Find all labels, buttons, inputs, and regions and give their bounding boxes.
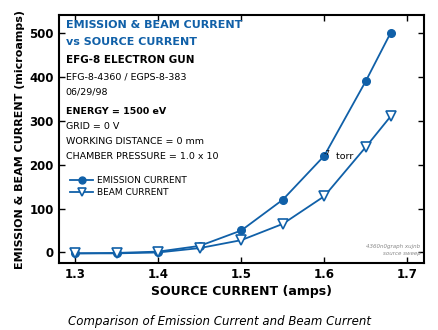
Text: Comparison of Emission Current and Beam Current: Comparison of Emission Current and Beam … <box>68 315 370 328</box>
BEAM CURRENT <box>321 194 326 198</box>
BEAM CURRENT <box>114 251 119 255</box>
Text: 4360n0graph xujnb
source sweep: 4360n0graph xujnb source sweep <box>365 245 420 256</box>
Text: vs SOURCE CURRENT: vs SOURCE CURRENT <box>66 37 196 48</box>
Text: 06/29/98: 06/29/98 <box>66 87 108 96</box>
Text: EFG-8-4360 / EGPS-8-383: EFG-8-4360 / EGPS-8-383 <box>66 72 186 81</box>
BEAM CURRENT <box>279 222 285 226</box>
BEAM CURRENT <box>362 145 367 149</box>
EMISSION CURRENT <box>114 251 119 255</box>
EMISSION CURRENT <box>72 251 78 255</box>
Text: CHAMBER PRESSURE = 1.0 x 10: CHAMBER PRESSURE = 1.0 x 10 <box>66 152 218 161</box>
EMISSION CURRENT <box>387 31 392 35</box>
Text: WORKING DISTANCE = 0 mm: WORKING DISTANCE = 0 mm <box>66 137 203 146</box>
BEAM CURRENT <box>72 251 78 255</box>
EMISSION CURRENT <box>362 79 367 83</box>
Y-axis label: EMISSION & BEAM CURRENT (microamps): EMISSION & BEAM CURRENT (microamps) <box>15 10 25 269</box>
EMISSION CURRENT <box>321 154 326 158</box>
Text: torr: torr <box>332 152 352 161</box>
EMISSION CURRENT <box>197 244 202 248</box>
Text: EMISSION & BEAM CURRENT: EMISSION & BEAM CURRENT <box>66 20 242 30</box>
Line: EMISSION CURRENT: EMISSION CURRENT <box>71 29 394 257</box>
Line: BEAM CURRENT: BEAM CURRENT <box>70 111 395 258</box>
EMISSION CURRENT <box>155 249 160 253</box>
BEAM CURRENT <box>238 238 244 242</box>
Text: ENERGY = 1500 eV: ENERGY = 1500 eV <box>66 107 166 116</box>
Text: -7: -7 <box>323 150 330 156</box>
X-axis label: SOURCE CURRENT (amps): SOURCE CURRENT (amps) <box>150 285 331 299</box>
EMISSION CURRENT <box>279 198 285 202</box>
EMISSION CURRENT <box>238 228 244 232</box>
BEAM CURRENT <box>387 114 392 118</box>
Text: GRID = 0 V: GRID = 0 V <box>66 122 119 131</box>
Text: EFG-8 ELECTRON GUN: EFG-8 ELECTRON GUN <box>66 55 194 65</box>
BEAM CURRENT <box>197 246 202 250</box>
Legend: EMISSION CURRENT, BEAM CURRENT: EMISSION CURRENT, BEAM CURRENT <box>70 176 187 197</box>
BEAM CURRENT <box>155 250 160 254</box>
